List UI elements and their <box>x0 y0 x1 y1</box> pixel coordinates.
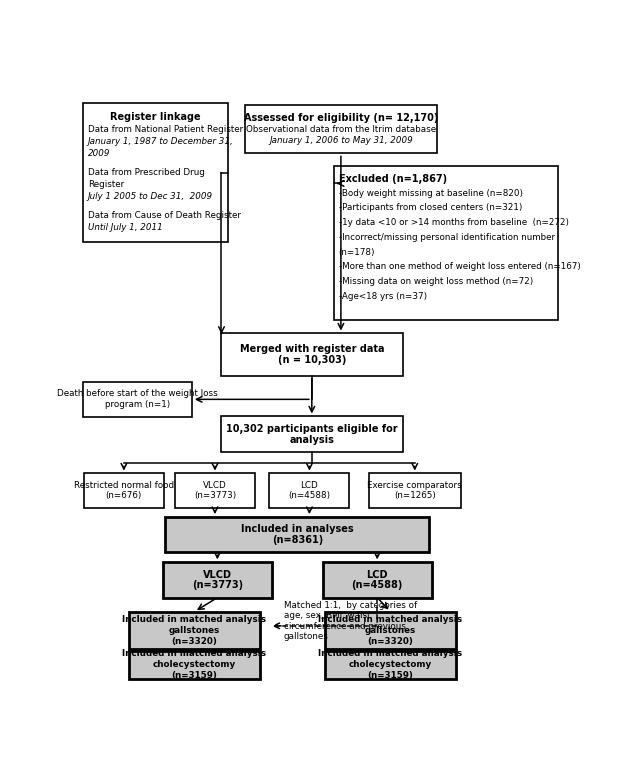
Text: -Incorrect/missing personal identification number: -Incorrect/missing personal identificati… <box>339 233 555 242</box>
Text: 10,302 participants eligible for: 10,302 participants eligible for <box>226 423 398 434</box>
Text: Register: Register <box>88 180 124 189</box>
Text: -1y data <10 or >14 months from baseline  (n=272): -1y data <10 or >14 months from baseline… <box>339 219 569 227</box>
Bar <box>245 105 436 154</box>
Text: gallstones: gallstones <box>365 626 416 635</box>
Text: cholecystectomy: cholecystectomy <box>152 660 236 669</box>
Text: 2009: 2009 <box>88 149 111 158</box>
Bar <box>129 651 260 678</box>
Text: Exercise comparators: Exercise comparators <box>368 481 462 490</box>
Text: (n=676): (n=676) <box>106 491 142 500</box>
Text: January 1, 1987 to December 31,: January 1, 1987 to December 31, <box>88 137 234 146</box>
Text: (n=3773): (n=3773) <box>192 581 243 591</box>
Bar <box>325 651 456 678</box>
Text: program (n=1): program (n=1) <box>105 400 170 410</box>
Text: Assessed for eligibility (n= 12,170): Assessed for eligibility (n= 12,170) <box>244 113 438 124</box>
Text: Observational data from the Itrim database: Observational data from the Itrim databa… <box>246 125 436 134</box>
Bar <box>221 333 402 376</box>
Text: Included in matched analysis: Included in matched analysis <box>319 615 462 624</box>
Bar <box>322 562 432 597</box>
Bar <box>83 103 228 241</box>
Text: (n=3773): (n=3773) <box>194 491 236 500</box>
Text: Included in matched analysis: Included in matched analysis <box>122 615 266 624</box>
Text: (n = 10,303): (n = 10,303) <box>278 355 346 365</box>
Text: (n=178): (n=178) <box>339 248 375 257</box>
Text: Excluded (n=1,867): Excluded (n=1,867) <box>339 174 447 184</box>
Bar <box>369 474 461 507</box>
Bar <box>84 474 164 507</box>
Text: Data from National Patient Register: Data from National Patient Register <box>88 125 243 134</box>
Bar <box>269 474 349 507</box>
Text: Included in matched analysis: Included in matched analysis <box>319 649 462 659</box>
Text: (n=3320): (n=3320) <box>368 636 414 646</box>
Text: Merged with register data: Merged with register data <box>239 345 384 354</box>
Text: Until July 1, 2011: Until July 1, 2011 <box>88 223 162 231</box>
Text: (n=4588): (n=4588) <box>351 581 403 591</box>
Text: LCD: LCD <box>366 569 388 580</box>
Text: -Participants from closed centers (n=321): -Participants from closed centers (n=321… <box>339 203 522 212</box>
Text: Data from Prescribed Drug: Data from Prescribed Drug <box>88 167 205 176</box>
Text: (n=8361): (n=8361) <box>272 535 323 545</box>
Text: (n=3159): (n=3159) <box>368 671 414 680</box>
Text: January 1, 2006 to May 31, 2009: January 1, 2006 to May 31, 2009 <box>269 136 412 144</box>
Bar <box>83 382 192 417</box>
Text: Matched 1:1,  by categories of
age, sex, BMI, waist
circumference and previous
g: Matched 1:1, by categories of age, sex, … <box>284 601 417 641</box>
Text: Included in analyses: Included in analyses <box>241 524 354 534</box>
Bar <box>163 562 272 597</box>
Bar <box>221 416 402 452</box>
Bar <box>165 517 429 552</box>
Bar <box>175 474 255 507</box>
Text: cholecystectomy: cholecystectomy <box>349 660 432 669</box>
Text: (n=4588): (n=4588) <box>288 491 331 500</box>
Bar <box>129 612 260 649</box>
Text: July 1 2005 to Dec 31,  2009: July 1 2005 to Dec 31, 2009 <box>88 193 213 201</box>
Text: -Age<18 yrs (n=37): -Age<18 yrs (n=37) <box>339 292 427 301</box>
Text: (n=3159): (n=3159) <box>171 671 217 680</box>
Text: (n=1265): (n=1265) <box>394 491 436 500</box>
Text: Register linkage: Register linkage <box>111 112 201 122</box>
Text: Restricted normal food: Restricted normal food <box>74 481 174 490</box>
Text: gallstones: gallstones <box>169 626 220 635</box>
Text: Data from Cause of Death Register: Data from Cause of Death Register <box>88 211 241 219</box>
Bar <box>325 612 456 649</box>
Text: VLCD: VLCD <box>203 569 232 580</box>
Text: Death before start of the weight loss: Death before start of the weight loss <box>57 390 218 398</box>
Text: VLCD: VLCD <box>203 481 227 490</box>
Text: analysis: analysis <box>289 435 334 445</box>
Text: LCD: LCD <box>301 481 318 490</box>
Text: (n=3320): (n=3320) <box>171 636 217 646</box>
Bar <box>334 166 558 320</box>
Text: -Body weight missing at baseline (n=820): -Body weight missing at baseline (n=820) <box>339 189 522 198</box>
Text: Included in matched analysis: Included in matched analysis <box>122 649 266 659</box>
Text: -More than one method of weight loss entered (n=167): -More than one method of weight loss ent… <box>339 262 581 271</box>
Text: -Missing data on weight loss method (n=72): -Missing data on weight loss method (n=7… <box>339 277 533 286</box>
